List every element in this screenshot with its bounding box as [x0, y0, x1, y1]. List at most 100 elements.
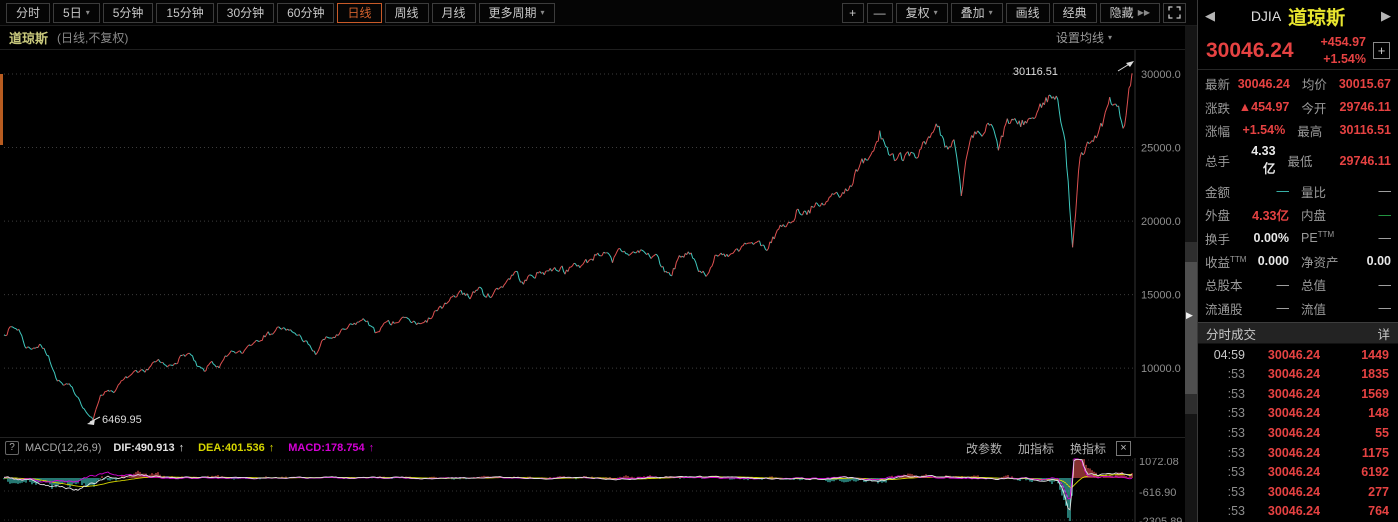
button-label: 复权 [905, 6, 930, 20]
button-label: 叠加 [960, 6, 985, 20]
tool-buttons: 复权 ▾ 叠加 ▾ 画线 经典 隐藏 ▶▶ [895, 2, 1163, 23]
period-tab-60min[interactable]: 60分钟 [277, 2, 335, 23]
period-tab-5min[interactable]: 5分钟 [102, 2, 154, 23]
period-tab-5day[interactable]: 5日 ▾ [53, 2, 100, 23]
trade-row[interactable]: :53 30046.24 1835 [1198, 365, 1398, 385]
panel-scrollbar[interactable]: ▶ [1185, 26, 1197, 522]
button-label: 画线 [1015, 6, 1040, 20]
trades-detail-link[interactable]: 详 [1377, 327, 1390, 342]
tab-label: 60分钟 [287, 6, 325, 20]
close-icon[interactable]: × [1116, 440, 1131, 456]
macd-indicator-label: MACD(12,26,9) [25, 442, 102, 454]
trade-row[interactable]: :53 30046.24 6192 [1198, 462, 1398, 482]
field-label: 净资产 [1301, 255, 1339, 270]
scroll-down-button[interactable] [1185, 394, 1197, 414]
scroll-thumb[interactable] [1185, 262, 1197, 394]
period-tab-daily[interactable]: 日线 [337, 2, 382, 23]
field-row: 涨幅 +1.54% 最高 30116.51 [1205, 121, 1391, 140]
price-line-up [5, 73, 1133, 421]
period-tab-more-periods[interactable]: 更多周期 ▾ [478, 2, 555, 23]
macd-histogram-down [3, 478, 1073, 521]
change-params-link[interactable]: 改参数 [965, 441, 1002, 456]
field-label: 最新 [1205, 78, 1231, 93]
field-row: 金额 — 量比 — [1205, 182, 1391, 201]
switch-indicator-link[interactable]: 换指标 [1069, 441, 1106, 456]
prev-stock-arrow[interactable]: ◀ [1205, 8, 1215, 23]
dif-line [3, 458, 1133, 511]
field-label: 金额 [1205, 185, 1231, 200]
ma-settings-button[interactable]: 设置均线 ▾ [1056, 29, 1112, 46]
quote-panel: ◀ DJIA 道琼斯 ▶ 30046.24 +454.97 +1.54% + 最… [1197, 0, 1398, 522]
trade-row[interactable]: 04:59 30046.24 1449 [1198, 345, 1398, 365]
tab-label: 周线 [394, 6, 419, 20]
period-tab-30min[interactable]: 30分钟 [216, 2, 275, 23]
price-change: +454.97 +1.54% [1320, 34, 1366, 67]
classic-button[interactable]: 经典 [1052, 2, 1097, 23]
add-to-watchlist-button[interactable]: + [1373, 42, 1390, 59]
trade-price: 30046.24 [1267, 445, 1321, 460]
field-value: 0.00 [1366, 254, 1391, 269]
trade-row[interactable]: :53 30046.24 1175 [1198, 443, 1398, 463]
hide-button[interactable]: 隐藏 ▶▶ [1099, 2, 1160, 23]
trade-price: 30046.24 [1267, 347, 1321, 362]
field-label: 总股本 [1205, 279, 1243, 294]
trades-title: 分时成交 [1206, 327, 1257, 342]
trade-row[interactable]: :53 30046.24 277 [1198, 482, 1398, 502]
trade-time: :53 [1227, 465, 1245, 480]
draw-line-button[interactable]: 画线 [1005, 2, 1050, 23]
next-stock-arrow[interactable]: ▶ [1381, 8, 1391, 23]
panel-collapse-arrow-icon[interactable]: ▶ [1186, 310, 1193, 320]
fullscreen-button[interactable] [1163, 2, 1186, 23]
up-arrow-icon: ↑ [268, 442, 275, 454]
help-icon[interactable]: ? [5, 441, 19, 455]
scroll-up-button[interactable] [1185, 242, 1197, 262]
price-chart[interactable]: 30000.0 25000.0 20000.0 15000.0 10000.0 30116… [0, 50, 1197, 437]
macd-chart[interactable]: 1072.08 -616.90 -2305.89 [0, 458, 1197, 522]
trade-row[interactable]: :53 30046.24 764 [1198, 502, 1398, 522]
chart-title: 道琼斯 [9, 31, 49, 46]
trade-time: :53 [1227, 484, 1245, 499]
field-value: — [1276, 301, 1290, 316]
tab-label: 分时 [16, 6, 41, 20]
field-value: 0.00% [1253, 231, 1289, 246]
period-tab-weekly[interactable]: 周线 [384, 2, 429, 23]
field-row: 最新 30046.24 均价 30015.67 [1205, 74, 1391, 93]
field-value: — [1276, 184, 1290, 199]
ma-settings-label: 设置均线 [1055, 31, 1104, 45]
zoom-in-button[interactable]: + [841, 2, 864, 23]
adjust-button[interactable]: 复权 ▾ [895, 2, 948, 23]
period-tab-15min[interactable]: 15分钟 [156, 2, 214, 23]
tab-label: 30分钟 [226, 6, 265, 20]
field-label: 均价 [1301, 78, 1327, 93]
last-price: 30046.24 [1206, 38, 1294, 62]
macd-actions: 改参数 加指标 换指标 [966, 440, 1106, 457]
field-label-sup: TTM [1317, 230, 1335, 240]
field-row: 流通股 — 流值 — [1205, 299, 1391, 318]
period-tab-monthly[interactable]: 月线 [431, 2, 476, 23]
field-value: +1.54% [1242, 123, 1286, 138]
tab-label: 5分钟 [112, 6, 144, 20]
field-label-sup: TTM [1230, 254, 1247, 264]
trade-time: :53 [1227, 445, 1245, 460]
zoom-out-button[interactable]: — [866, 2, 893, 23]
double-arrow-icon: ▶▶ [1137, 8, 1150, 17]
overlay-button[interactable]: 叠加 ▾ [950, 2, 1003, 23]
period-tab-intraday[interactable]: 分时 [6, 2, 51, 23]
quote-header: ◀ DJIA 道琼斯 ▶ [1198, 0, 1398, 32]
trade-row[interactable]: :53 30046.24 148 [1198, 404, 1398, 424]
trade-volume: 1175 [1361, 445, 1389, 460]
field-label: 换手 [1205, 232, 1231, 247]
add-indicator-link[interactable]: 加指标 [1017, 441, 1054, 456]
tab-label: 5日 [63, 6, 82, 20]
trade-row[interactable]: :53 30046.24 55 [1198, 423, 1398, 443]
macd-dif-label: DIF:490.913 [113, 442, 175, 454]
trade-row[interactable]: :53 30046.24 1569 [1198, 384, 1398, 404]
change-percent: +1.54% [1323, 51, 1366, 66]
trade-price: 30046.24 [1267, 426, 1321, 441]
field-row: 外盘 4.33亿 内盘 — [1205, 205, 1391, 224]
chevron-down-icon: ▾ [85, 8, 90, 17]
chart-toolbar: 分时 5日 ▾ 5分钟 15分钟 30分钟 60分钟 日线 周线 月线 更多周期 ▾ + — 复权 ▾ 叠… [0, 0, 1197, 26]
trade-volume: 1835 [1361, 367, 1389, 382]
macd-dea-label: DEA:401.536 [198, 442, 265, 454]
